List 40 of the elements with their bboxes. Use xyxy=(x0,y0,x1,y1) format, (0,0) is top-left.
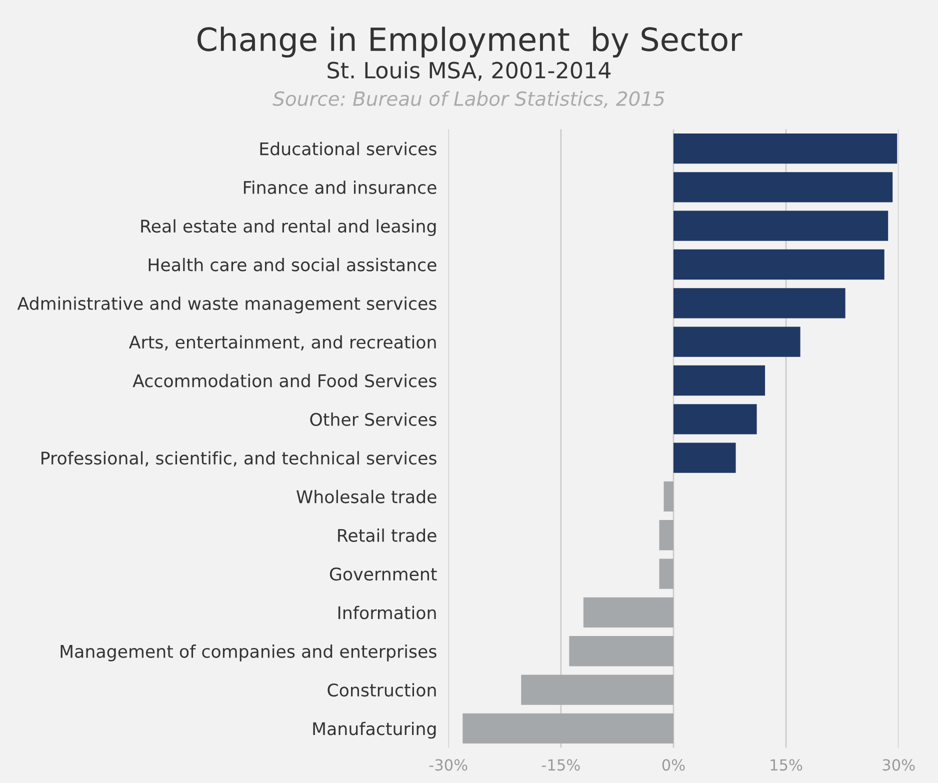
bar xyxy=(673,288,846,318)
x-tick-label: -30% xyxy=(429,759,468,771)
y-tick-label: Administrative and waste management services xyxy=(17,296,436,314)
y-tick-label: Finance and insurance xyxy=(244,180,436,194)
x-tick-label: 0% xyxy=(662,759,685,771)
y-tick-label: Arts, entertainment, and recreation xyxy=(128,335,436,350)
bar xyxy=(673,404,757,434)
source-note: Source: Bureau of Labor Statistics, 2015 xyxy=(272,90,664,108)
y-tick-label: Government xyxy=(330,568,437,581)
chart-title: Change in Employment by Sector xyxy=(198,26,742,58)
y-tick-label: Professional, scientific, and technical services xyxy=(42,451,436,466)
y-tick-label: Other Services xyxy=(310,412,436,426)
y-tick-label: Manufacturing xyxy=(313,722,436,739)
y-tick-label: Construction xyxy=(328,683,436,697)
bar xyxy=(462,713,674,744)
x-tick-label: -15% xyxy=(542,759,580,771)
bar xyxy=(673,442,736,473)
bar xyxy=(673,326,800,357)
bar xyxy=(659,520,674,550)
bar xyxy=(664,481,674,512)
bar xyxy=(673,172,893,202)
bar xyxy=(673,133,898,164)
bar xyxy=(673,365,766,396)
y-tick-label: Health care and social assistance xyxy=(148,258,436,272)
bar xyxy=(583,597,674,628)
y-tick-label: Information xyxy=(338,606,436,620)
bar xyxy=(569,636,674,666)
y-tick-label: Accommodation and Food Services xyxy=(132,374,436,388)
x-tick-label: 30% xyxy=(882,759,915,771)
bar xyxy=(673,210,888,241)
y-tick-label: Management of companies and enterprises xyxy=(60,644,436,662)
bar xyxy=(521,674,674,705)
chart-subtitle: St. Louis MSA, 2001-2014 xyxy=(328,61,611,81)
bar xyxy=(659,558,674,589)
y-tick-label: Retail trade xyxy=(338,528,436,542)
bar xyxy=(673,249,884,280)
y-tick-label: Real estate and rental and leasing xyxy=(141,219,436,236)
y-tick-label: Wholesale trade xyxy=(296,490,436,504)
y-tick-label: Educational services xyxy=(260,142,436,156)
x-tick-label: 15% xyxy=(770,759,802,771)
